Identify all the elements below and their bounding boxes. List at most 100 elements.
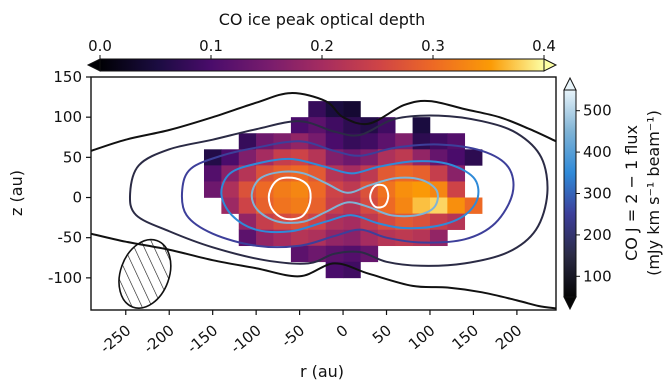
flux-contour-50 [91,232,556,310]
heatmap-cell [377,149,396,166]
heatmap-cell [412,181,431,198]
heatmap-cell [308,133,326,150]
right-colorbar-label-line1: CO J = 2 − 1 flux [622,125,641,261]
heatmap-cells [203,101,483,279]
top-colorbar-tick-label: 0.0 [88,37,112,55]
x-tick-label: 0 [333,321,352,341]
heatmap-cell [238,165,257,182]
heatmap-cell [290,245,309,263]
beam-ellipse [118,238,172,309]
heatmap-cell [273,181,292,198]
heatmap-cell [464,149,483,166]
right-colorbar-tick-label: 300 [583,185,612,203]
y-tick-label: 100 [53,108,82,126]
right-colorbar-tick-label: 100 [583,267,612,285]
heatmap-cell [273,149,292,166]
heatmap-cell [238,133,257,150]
plot-area: -250 -200 -150 -100 -50 0 50 100 150 200 15010050… [7,68,557,381]
heatmap-cell [273,229,292,247]
heatmap-cell [290,197,309,214]
heatmap-cell [325,165,344,182]
heatmap-cell [429,181,448,198]
heatmap-cell [343,245,361,263]
top-colorbar-label: CO ice peak optical depth [219,10,426,29]
y-tick-label: -50 [58,229,83,247]
flux-contour-50 [91,92,556,152]
heatmap-cell [203,165,222,182]
heatmap-cell [412,149,431,166]
co-flux-contours [91,92,556,310]
heatmap-cell [429,229,448,247]
x-tick-label: 150 [448,321,482,353]
heatmap-cell [290,117,309,134]
heatmap-cell [377,117,396,134]
heatmap-cell [203,181,222,198]
y-tick-label: 150 [53,68,82,86]
heatmap-cell [377,133,396,150]
flux-contour-500 [267,176,312,221]
heatmap-cell [395,229,413,247]
plot-frame [90,76,557,311]
heatmap-cell [395,165,413,182]
heatmap-cell [395,197,413,214]
heatmap-cell [308,245,326,263]
right-colorbar-extend-high [563,76,577,91]
heatmap-cell [412,213,431,230]
heatmap-cell [308,181,326,198]
right-colorbar-extend-low [563,296,577,311]
heatmap-cell [325,261,344,279]
heatmap-cell [238,229,257,247]
heatmap-cell [343,117,361,134]
top-colorbar-tick-labels: 0.0 0.1 0.2 0.3 0.4 [88,37,556,55]
x-tick-label: -150 [184,321,222,357]
heatmap-cell [343,229,361,247]
heatmap-cell [308,149,326,166]
heatmap-cell [273,197,292,214]
heatmap-cell [238,213,257,230]
flux-contour-500 [369,183,390,209]
x-tick-label: 200 [492,321,526,353]
heatmap-cell [429,133,448,150]
right-colorbar-tick-label: 200 [583,226,612,244]
heatmap-cell [447,165,466,182]
x-tick-label: -50 [278,321,308,351]
right-colorbar-tick-label: 400 [583,143,612,161]
right-colorbar: 100 200 300 400 500 CO J = 2 − 1 flux (mJy k… [563,76,663,311]
right-colorbar-label-line2: (mJy km s⁻¹ beam⁻¹) [644,110,663,276]
heatmap-cell [412,197,431,214]
top-colorbar-extend-high [543,58,558,72]
top-colorbar-tick-label: 0.1 [199,37,223,55]
top-colorbar-ticks [99,55,545,59]
heatmap-cell [395,181,413,198]
heatmap-cell [290,181,309,198]
flux-contour-400 [250,170,439,224]
heatmap-cell [412,117,431,134]
x-tick-label: -200 [140,321,178,357]
heatmap-cell [290,229,309,247]
heatmap-cell [429,165,448,182]
x-tick-label: 100 [405,321,439,353]
heatmap-cell [447,181,466,198]
heatmap-cell [343,101,361,118]
flux-contour-100 [128,114,549,267]
right-colorbar-gradient [563,89,577,298]
heatmap-cell [377,197,396,214]
heatmap-cell [290,149,309,166]
heatmap-cell [325,133,344,150]
heatmap-cell [395,213,413,230]
top-colorbar-tick-label: 0.2 [310,37,334,55]
heatmap-cell [412,165,431,182]
y-tick-label: -100 [48,269,82,287]
heatmap-cell [325,149,344,166]
heatmap-cell [308,197,326,214]
heatmap-cell [429,197,448,214]
x-tick-label: -100 [227,321,265,357]
flux-contour-200 [180,140,515,249]
heatmap-cell [343,149,361,166]
top-colorbar-tick-label: 0.3 [421,37,445,55]
flux-contour-300 [220,157,480,234]
heatmap-cell [221,197,240,214]
y-tick-label: 50 [63,148,82,166]
heatmap-cell [447,149,466,166]
heatmap-cell [360,181,379,198]
